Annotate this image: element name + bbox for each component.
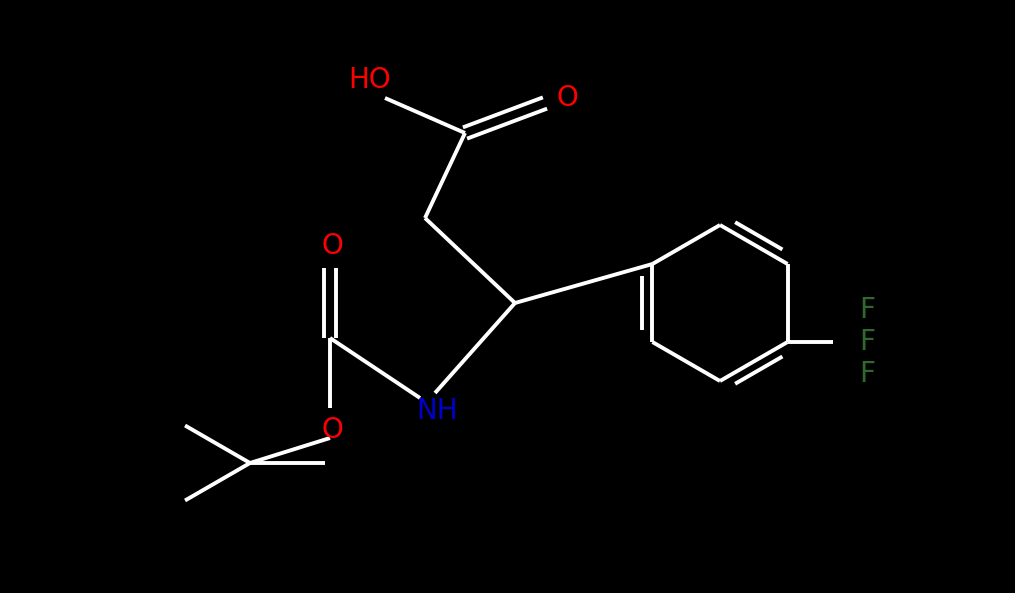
Text: O: O xyxy=(556,84,578,112)
Text: O: O xyxy=(321,416,343,444)
Text: HO: HO xyxy=(349,66,392,94)
Text: F: F xyxy=(860,328,876,356)
Text: F: F xyxy=(860,360,876,388)
Text: F: F xyxy=(860,296,876,324)
Text: NH: NH xyxy=(416,397,458,425)
Text: O: O xyxy=(321,232,343,260)
